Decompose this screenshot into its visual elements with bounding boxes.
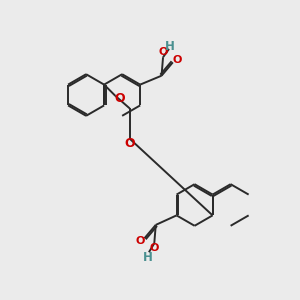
- Text: O: O: [136, 236, 145, 246]
- Text: O: O: [124, 137, 135, 150]
- Text: O: O: [158, 47, 168, 57]
- Text: H: H: [165, 40, 175, 53]
- Text: O: O: [150, 243, 159, 254]
- Text: H: H: [143, 251, 153, 264]
- Text: O: O: [115, 92, 125, 105]
- Text: O: O: [172, 55, 182, 65]
